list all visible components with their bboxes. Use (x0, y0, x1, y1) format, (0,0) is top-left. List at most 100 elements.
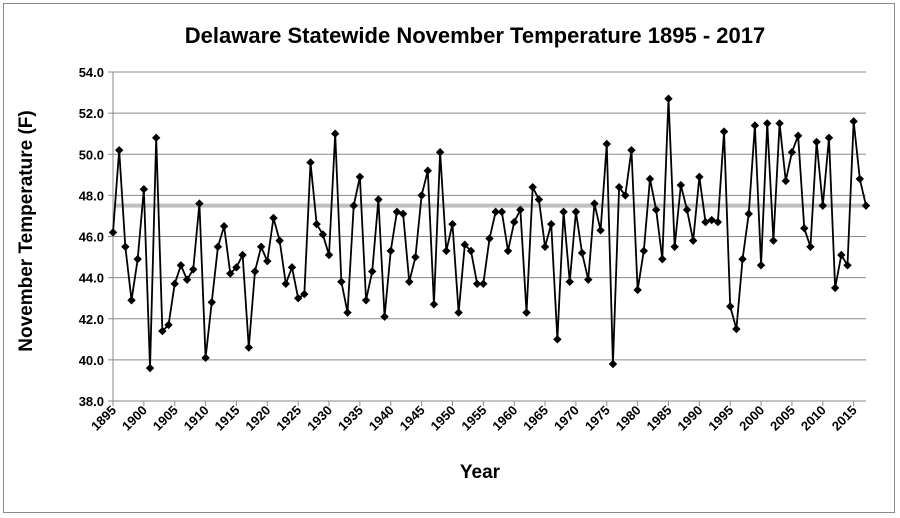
data-point-1911 (207, 298, 216, 307)
data-point-1996 (732, 324, 741, 334)
data-point-1973 (590, 199, 599, 208)
data-point-1938 (374, 195, 383, 204)
temperature-line (112, 97, 867, 370)
data-point-1910 (201, 353, 210, 363)
y-tick-label: 38.0 (79, 394, 104, 409)
y-axis-ticks: 38.0 40.0 42.0 44.0 46.0 48.0 50.0 52.0 54.0 (79, 65, 113, 409)
y-tick-label: 46.0 (79, 230, 104, 245)
data-point-1907 (182, 275, 192, 284)
x-axis-ticks: 1895 1900 1905 1910 1915 1920 1925 1930 1935 1940… (88, 401, 860, 434)
x-tick-label: 1985 (644, 403, 675, 434)
data-point-1903 (158, 326, 167, 336)
data-point-1993 (713, 217, 723, 227)
data-point-1943 (405, 277, 414, 286)
data-point-1908 (189, 265, 198, 274)
data-point-1959 (503, 246, 513, 256)
series-markers (108, 94, 871, 373)
data-point-1900 (139, 185, 149, 194)
y-tick-label: 42.0 (79, 312, 104, 327)
x-tick-label: 1910 (181, 403, 212, 434)
data-point-1995 (726, 302, 735, 311)
data-point-1968 (559, 207, 568, 217)
y-tick-label: 40.0 (79, 353, 104, 368)
data-point-1898 (127, 296, 136, 305)
data-point-1981 (639, 246, 649, 256)
data-point-1918 (250, 267, 260, 276)
x-tick-label: 1920 (242, 403, 273, 434)
y-tick-label: 50.0 (79, 147, 104, 162)
data-point-2016 (855, 174, 865, 184)
data-point-1985 (664, 94, 673, 103)
data-point-1897 (121, 242, 130, 251)
data-point-1972 (584, 275, 593, 284)
data-point-2008 (806, 242, 815, 251)
data-point-1990 (695, 172, 704, 182)
data-point-1932 (337, 277, 346, 286)
data-point-2000 (756, 261, 766, 270)
data-point-2010 (818, 201, 827, 210)
x-tick-label: 1915 (212, 403, 243, 434)
data-point-1913 (219, 222, 229, 231)
data-point-1998 (744, 209, 753, 219)
chart-title: Delaware Statewide November Temperature … (185, 23, 765, 48)
data-point-1951 (454, 308, 463, 317)
data-point-1963 (528, 182, 537, 192)
x-tick-label: 1940 (366, 403, 397, 434)
data-point-1980 (633, 285, 642, 295)
data-point-2017 (861, 201, 871, 210)
data-point-1961 (516, 205, 525, 214)
data-point-1905 (170, 279, 179, 288)
data-point-2001 (763, 119, 772, 128)
x-tick-label: 1990 (674, 403, 705, 434)
y-tick-label: 52.0 (79, 106, 104, 121)
x-axis-title: Year (460, 462, 501, 483)
data-point-1916 (238, 250, 247, 260)
data-point-1945 (417, 191, 426, 200)
data-point-2013 (837, 250, 846, 260)
data-point-1936 (361, 296, 371, 305)
data-point-1956 (485, 234, 494, 243)
y-axis-title: November Temperature (F) (16, 110, 37, 351)
x-tick-label: 1950 (428, 403, 459, 434)
data-point-2006 (793, 131, 803, 140)
data-point-2011 (824, 133, 834, 142)
data-point-1915 (232, 263, 241, 272)
data-point-1925 (293, 293, 303, 303)
data-point-1914 (226, 269, 235, 278)
x-tick-label: 1955 (458, 403, 489, 434)
data-point-1952 (460, 240, 470, 249)
x-tick-label: 1975 (582, 403, 613, 434)
data-point-1946 (423, 166, 432, 175)
data-point-1965 (540, 242, 550, 251)
data-point-1896 (114, 145, 124, 155)
x-tick-label: 1935 (335, 403, 366, 434)
data-point-1944 (411, 252, 420, 262)
data-point-1977 (614, 182, 624, 192)
data-point-1975 (602, 139, 611, 149)
data-point-2015 (849, 117, 858, 126)
data-point-2002 (769, 236, 778, 245)
data-point-2009 (812, 137, 821, 147)
data-point-1935 (355, 172, 365, 182)
data-point-1949 (442, 246, 451, 256)
data-point-1912 (213, 242, 223, 251)
x-tick-label: 2000 (736, 403, 767, 434)
data-point-2005 (787, 147, 797, 157)
data-point-1992 (707, 215, 716, 225)
data-point-1921 (269, 213, 278, 223)
data-point-1895 (108, 228, 118, 237)
series-line (112, 97, 867, 370)
data-point-1953 (466, 246, 476, 256)
data-point-1984 (658, 254, 667, 264)
data-point-1982 (645, 174, 655, 184)
data-point-1902 (152, 133, 161, 142)
data-point-1947 (429, 300, 439, 309)
data-point-1989 (688, 236, 698, 245)
data-point-1924 (287, 263, 297, 272)
x-tick-label: 2015 (829, 403, 860, 434)
data-point-1974 (596, 226, 605, 235)
data-point-1966 (547, 219, 556, 229)
data-point-1920 (263, 256, 272, 266)
data-point-1933 (343, 308, 352, 317)
data-point-1904 (164, 320, 173, 330)
